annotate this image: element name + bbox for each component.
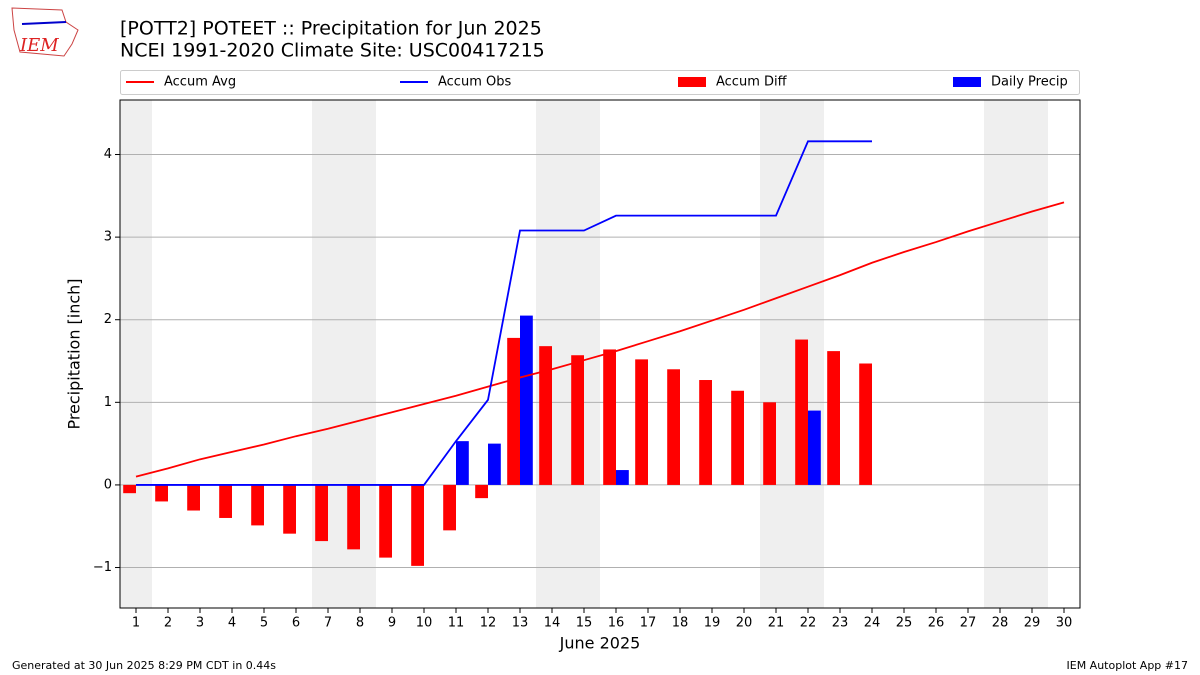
x-tick-label: 11 — [448, 616, 465, 631]
bar — [859, 363, 872, 485]
bar — [475, 484, 488, 499]
logo: IEM — [11, 7, 79, 57]
x-tick-label: 3 — [196, 616, 204, 631]
bar — [699, 380, 712, 485]
x-tick-label: 2 — [164, 616, 172, 631]
x-tick-label: 9 — [388, 616, 396, 631]
x-tick-label: 24 — [864, 616, 881, 631]
bar — [123, 484, 136, 494]
legend-label: Accum Obs — [438, 75, 511, 90]
x-tick-label: 1 — [132, 616, 140, 631]
bar — [411, 484, 424, 566]
line — [135, 201, 1065, 478]
x-tick-label: 13 — [512, 616, 529, 631]
chart-title: [POTT2] POTEET :: Precipitation for Jun … — [120, 18, 542, 40]
bar — [763, 402, 776, 485]
bar — [379, 484, 392, 558]
bar — [456, 441, 469, 485]
x-tick-label: 21 — [768, 616, 785, 631]
x-tick-label: 15 — [576, 616, 593, 631]
legend-swatch — [953, 77, 981, 87]
bar — [603, 349, 616, 485]
bar — [283, 484, 296, 534]
x-tick-label: 16 — [608, 616, 625, 631]
bar — [731, 390, 744, 485]
bar — [520, 315, 533, 485]
legend-label: Accum Diff — [716, 75, 788, 90]
legend-box — [120, 70, 1080, 95]
y-tick-label: 1 — [104, 395, 112, 410]
x-tick-label: 28 — [992, 616, 1009, 631]
x-tick-label: 27 — [960, 616, 977, 631]
x-tick-label: 4 — [228, 616, 236, 631]
bar — [315, 484, 328, 542]
y-tick-label: 0 — [104, 477, 112, 492]
bar — [808, 410, 821, 485]
chart-subtitle: NCEI 1991-2020 Climate Site: USC00417215 — [120, 40, 545, 62]
bar — [539, 346, 552, 485]
logo-outline — [11, 7, 79, 57]
x-tick-label: 7 — [324, 616, 332, 631]
y-axis-label: Precipitation [inch] — [65, 278, 84, 429]
footer-left: Generated at 30 Jun 2025 8:29 PM CDT in … — [12, 659, 276, 672]
x-axis-label: June 2025 — [559, 634, 641, 653]
bar — [219, 484, 232, 518]
bar — [635, 359, 648, 485]
x-tick-label: 5 — [260, 616, 268, 631]
bar — [488, 443, 501, 485]
bar — [616, 470, 629, 485]
bar — [251, 484, 264, 526]
plot-frame — [119, 99, 1081, 609]
x-tick-label: 29 — [1024, 616, 1041, 631]
weekend-shade — [1016, 100, 1048, 608]
weekend-shade — [984, 100, 1016, 608]
bar — [347, 484, 360, 550]
bar — [155, 484, 168, 502]
bar — [667, 369, 680, 485]
bar — [795, 339, 808, 485]
bar — [443, 484, 456, 531]
x-tick-label: 20 — [736, 616, 753, 631]
legend-swatch — [678, 77, 706, 87]
x-tick-label: 26 — [928, 616, 945, 631]
footer-right: IEM Autoplot App #17 — [1067, 659, 1189, 672]
legend-label: Accum Avg — [164, 75, 236, 90]
y-tick-label: 3 — [104, 230, 112, 245]
weekend-shade — [760, 100, 792, 608]
x-tick-label: 10 — [416, 616, 433, 631]
bar — [507, 337, 520, 485]
bar — [187, 484, 200, 511]
x-tick-label: 8 — [356, 616, 364, 631]
x-tick-label: 12 — [480, 616, 497, 631]
y-tick-label: 2 — [104, 312, 112, 327]
x-tick-label: 14 — [544, 616, 561, 631]
x-tick-label: 30 — [1056, 616, 1073, 631]
x-tick-label: 6 — [292, 616, 300, 631]
bar — [571, 355, 584, 485]
x-tick-label: 17 — [640, 616, 657, 631]
x-tick-label: 23 — [832, 616, 849, 631]
y-tick-label: −1 — [93, 560, 112, 575]
x-tick-label: 22 — [800, 616, 817, 631]
x-tick-label: 19 — [704, 616, 721, 631]
bar — [827, 351, 840, 485]
logo-line — [21, 21, 67, 25]
x-tick-label: 25 — [896, 616, 913, 631]
logo-text: IEM — [19, 35, 59, 56]
weekend-shade — [120, 100, 152, 608]
line — [136, 140, 872, 486]
x-tick-label: 18 — [672, 616, 689, 631]
y-tick-label: 4 — [104, 147, 112, 162]
legend-label: Daily Precip — [991, 75, 1068, 90]
weekend-shade — [568, 100, 600, 608]
